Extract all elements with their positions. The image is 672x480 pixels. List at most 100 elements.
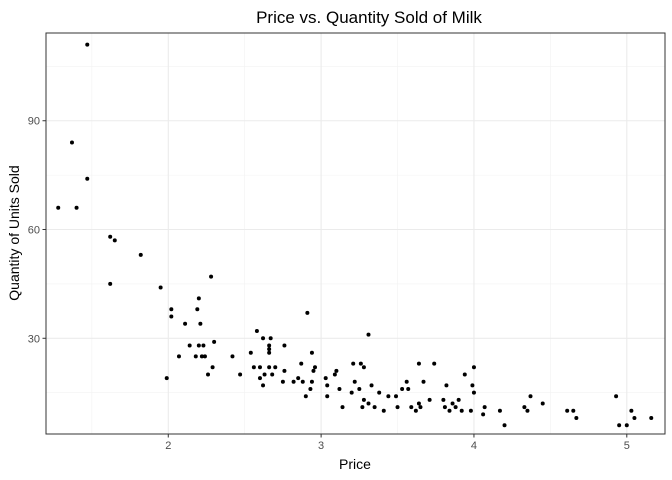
- data-point: [386, 394, 391, 399]
- data-point: [421, 379, 426, 384]
- data-point: [202, 354, 207, 359]
- x-axis-label: Price: [339, 456, 371, 472]
- data-point: [462, 372, 467, 377]
- data-point: [470, 383, 475, 388]
- data-point: [404, 379, 409, 384]
- data-point: [624, 423, 629, 428]
- data-point: [261, 383, 266, 388]
- data-point: [413, 408, 418, 413]
- data-point: [69, 140, 74, 145]
- data-point: [196, 296, 201, 301]
- data-point: [248, 350, 253, 355]
- data-point: [108, 281, 113, 286]
- data-point: [323, 376, 328, 381]
- data-point: [209, 274, 214, 279]
- data-point: [565, 408, 570, 413]
- data-point: [282, 368, 287, 373]
- data-point: [280, 379, 285, 384]
- data-point: [361, 365, 366, 370]
- data-point: [56, 205, 61, 210]
- data-point: [193, 354, 198, 359]
- data-point: [571, 408, 576, 413]
- data-point: [418, 405, 423, 410]
- data-point: [300, 379, 305, 384]
- data-point: [340, 405, 345, 410]
- data-point: [273, 365, 278, 370]
- data-point: [540, 401, 545, 406]
- data-point: [164, 376, 169, 381]
- data-point: [459, 408, 464, 413]
- data-point: [312, 365, 317, 370]
- data-point: [138, 252, 143, 257]
- data-point: [112, 238, 117, 243]
- data-point: [325, 383, 330, 388]
- data-point: [169, 307, 174, 312]
- data-point: [366, 332, 371, 337]
- data-point: [169, 314, 174, 319]
- data-point: [296, 376, 301, 381]
- data-point: [309, 350, 314, 355]
- x-tick-label: 3: [318, 440, 324, 452]
- data-point: [199, 354, 204, 359]
- data-point: [409, 405, 414, 410]
- data-point: [267, 343, 272, 348]
- data-point: [471, 365, 476, 370]
- data-point: [416, 361, 421, 366]
- data-point: [176, 354, 181, 359]
- data-point: [212, 339, 217, 344]
- data-point: [267, 350, 272, 355]
- data-point: [257, 365, 262, 370]
- data-point: [525, 408, 530, 413]
- data-point: [267, 347, 272, 352]
- data-point: [195, 307, 200, 312]
- data-point: [74, 205, 79, 210]
- data-points: [56, 42, 654, 428]
- data-point: [377, 390, 382, 395]
- data-point: [262, 372, 267, 377]
- data-point: [444, 383, 449, 388]
- data-point: [617, 423, 622, 428]
- data-point: [381, 408, 386, 413]
- x-axis-ticks: 2 3 4 5: [165, 434, 630, 452]
- data-point: [360, 405, 365, 410]
- data-point: [210, 365, 215, 370]
- data-point: [456, 397, 461, 402]
- data-point: [432, 361, 437, 366]
- data-point: [471, 390, 476, 395]
- data-point: [196, 343, 201, 348]
- data-point: [482, 405, 487, 410]
- data-point: [85, 42, 90, 47]
- data-point: [282, 343, 287, 348]
- gridlines: [46, 33, 665, 434]
- data-point: [629, 408, 634, 413]
- data-point: [447, 408, 452, 413]
- data-point: [441, 397, 446, 402]
- data-point: [361, 397, 366, 402]
- data-point: [453, 405, 458, 410]
- data-point: [187, 343, 192, 348]
- data-point: [522, 405, 527, 410]
- plot-border: [45, 32, 666, 435]
- data-point: [332, 372, 337, 377]
- data-point: [497, 408, 502, 413]
- data-point: [305, 310, 310, 315]
- data-point: [267, 365, 272, 370]
- data-point: [337, 387, 342, 392]
- data-point: [206, 372, 211, 377]
- data-point: [238, 372, 243, 377]
- plot-panel: [46, 33, 665, 434]
- data-point: [614, 394, 619, 399]
- data-point: [309, 379, 314, 384]
- data-point: [254, 329, 259, 334]
- data-point: [325, 394, 330, 399]
- data-point: [369, 383, 374, 388]
- data-point: [230, 354, 235, 359]
- data-point: [442, 405, 447, 410]
- data-point: [400, 387, 405, 392]
- data-point: [366, 401, 371, 406]
- data-point: [270, 372, 275, 377]
- data-point: [158, 285, 163, 290]
- data-point: [351, 361, 356, 366]
- y-tick-label: 60: [28, 225, 40, 237]
- data-point: [198, 321, 203, 326]
